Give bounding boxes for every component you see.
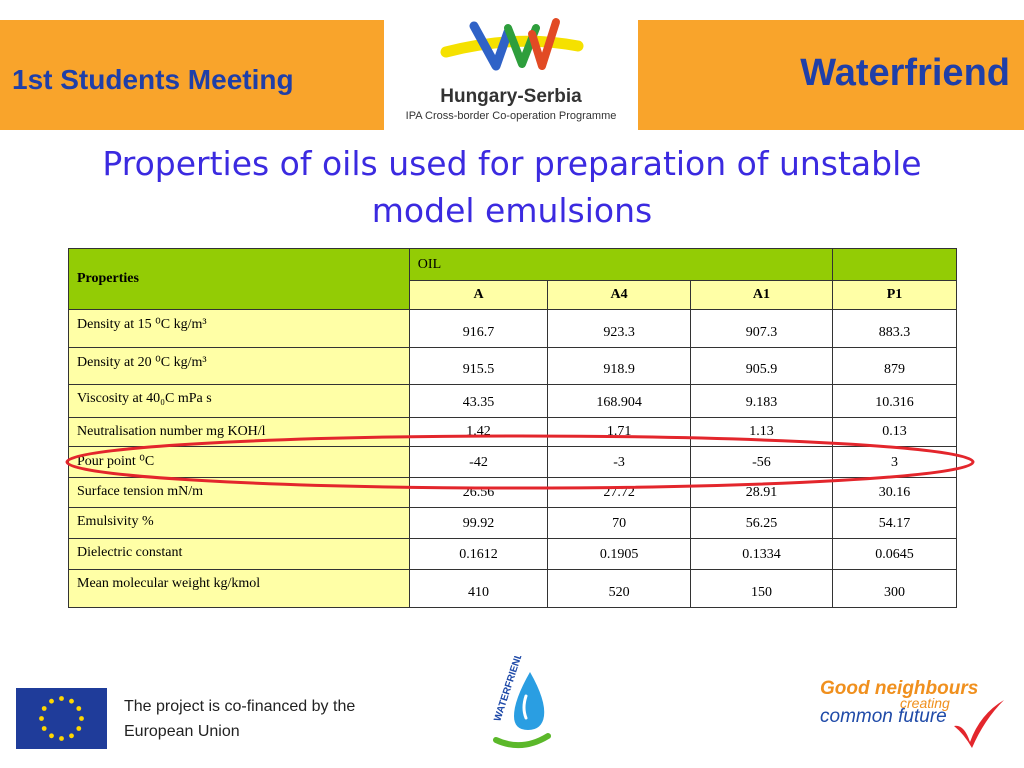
table-row: Density at 20 ⁰C kg/m³ 915.5 918.9 905.9 879 — [68, 347, 957, 385]
table-cell: 883.3 — [832, 309, 957, 348]
eu-star-icon — [59, 696, 64, 701]
properties-header: Properties — [68, 248, 410, 310]
column-header: A — [408, 280, 549, 310]
table-cell: 1.71 — [547, 417, 691, 447]
table-row: Dielectric constant 0.1612 0.1905 0.1334 0.0… — [68, 538, 957, 570]
good-neighbours-line-2: creating — [900, 695, 950, 711]
column-header: A1 — [689, 280, 834, 310]
eu-flag-icon — [16, 688, 107, 749]
table-cell: 26.56 — [408, 477, 549, 508]
table-cell: 300 — [832, 569, 957, 608]
oil-header-blank-cell — [832, 248, 957, 281]
table-cell: 27.72 — [547, 477, 691, 508]
table-cell: 56.25 — [689, 507, 834, 539]
eu-star-icon — [59, 736, 64, 741]
table-cell: 0.0645 — [832, 538, 957, 570]
eu-star-icon — [69, 698, 74, 704]
table-cell: -42 — [408, 446, 549, 478]
table-cell: 54.17 — [832, 507, 957, 539]
eu-star-icon — [69, 733, 74, 739]
row-label: Density at 15 ⁰C kg/m³ — [68, 309, 410, 348]
column-header: P1 — [832, 280, 957, 310]
programme-logo-subtitle: IPA Cross-border Co-operation Programme — [405, 110, 617, 122]
row-label: Density at 20 ⁰C kg/m³ — [68, 347, 410, 385]
table-cell: -3 — [547, 446, 691, 478]
oil-group-header: OIL — [408, 248, 834, 281]
table-row: Surface tension mN/m 26.56 27.72 28.91 30.16 — [68, 477, 957, 508]
eu-star-icon — [41, 706, 47, 711]
programme-logo: Hungary-Serbia IPA Cross-border Co-opera… — [386, 8, 636, 132]
eu-star-icon — [49, 733, 54, 739]
table-cell: 0.1905 — [547, 538, 691, 570]
table-cell: 150 — [689, 569, 834, 608]
eu-star-icon — [79, 716, 84, 721]
table-cell: 99.92 — [408, 507, 549, 539]
eu-star-icon — [41, 726, 47, 731]
eu-cofinance-line-1: The project is co-financed by the — [124, 698, 356, 715]
table-cell: 1.42 — [408, 417, 549, 447]
table-row: Neutralisation number mg KOH/l 1.42 1.71 1.… — [68, 417, 957, 447]
table-cell: 70 — [547, 507, 691, 539]
row-label: Emulsivity % — [68, 507, 410, 539]
table-cell: 28.91 — [689, 477, 834, 508]
row-label: Pour point ⁰C — [68, 446, 410, 478]
table-cell: 3 — [832, 446, 957, 478]
table-cell: 43.35 — [408, 384, 549, 418]
slide-title: Properties of oils used for preparation … — [102, 144, 922, 230]
header-right-title: Waterfriend — [800, 52, 1010, 94]
header-band-right — [638, 20, 1024, 130]
table-body: Properties OIL A A4 A1 P1 Density at 15 ⁰C … — [68, 248, 957, 608]
oil-properties-table: Properties OIL A A4 A1 P1 Density at 15 ⁰C … — [68, 248, 957, 608]
table-cell: 30.16 — [832, 477, 957, 508]
eu-star-icon — [76, 706, 82, 711]
row-label: Surface tension mN/m — [68, 477, 410, 508]
row-label: Mean molecular weight kg/kmol — [68, 569, 410, 608]
table-cell: 879 — [832, 347, 957, 385]
table-cell: 410 — [408, 569, 549, 608]
good-neighbours-line-1: Good neighbours — [820, 678, 979, 699]
table-row: Emulsivity % 99.92 70 56.25 54.17 — [68, 507, 957, 539]
table-cell: 168.904 — [547, 384, 691, 418]
row-label: Dielectric constant — [68, 538, 410, 570]
table-header-row-1: Properties OIL — [68, 248, 957, 310]
programme-logo-name: Hungary-Serbia — [440, 86, 582, 107]
table-cell: 918.9 — [547, 347, 691, 385]
table-cell: 916.7 — [408, 309, 549, 348]
table-header-row-2: A A4 A1 P1 — [69, 280, 957, 310]
eu-star-icon — [39, 716, 44, 721]
checkmark-icon — [954, 700, 1004, 748]
eu-cofinance-text: The project is co-financed by the Europe… — [124, 694, 355, 744]
table-cell: 905.9 — [689, 347, 834, 385]
header-band-left — [0, 20, 384, 130]
table-row: Density at 15 ⁰C kg/m³ 916.7 923.3 907.3 883… — [68, 309, 957, 348]
table-cell: 0.1612 — [408, 538, 549, 570]
table-cell: 0.1334 — [689, 538, 834, 570]
eu-cofinance-line-2: European Union — [124, 723, 240, 740]
row-label: Viscosity at 40₀C mPa s — [68, 384, 410, 418]
table-cell: 1.13 — [689, 417, 834, 447]
good-neighbours-line-3: common future — [820, 706, 947, 727]
table-cell: 915.5 — [408, 347, 549, 385]
programme-logo-icon — [440, 18, 584, 71]
table-cell: 0.13 — [832, 417, 957, 447]
table-cell: -56 — [689, 446, 834, 478]
table-cell: 9.183 — [689, 384, 834, 418]
waterfriend-logo-icon: WATERFRIEND — [492, 656, 551, 749]
table-cell: 923.3 — [547, 309, 691, 348]
header-left-title: 1st Students Meeting — [12, 64, 294, 95]
column-header: A4 — [547, 280, 691, 310]
row-label: Neutralisation number mg KOH/l — [68, 417, 410, 447]
table-row: Pour point ⁰C -42 -3 -56 3 — [68, 446, 957, 478]
table-cell: 520 — [547, 569, 691, 608]
eu-star-icon — [49, 698, 54, 704]
table-cell: 907.3 — [689, 309, 834, 348]
eu-star-icon — [76, 726, 82, 731]
table-row: Mean molecular weight kg/kmol 410 520 150 30… — [68, 569, 957, 608]
table-row: Viscosity at 40₀C mPa s 43.35 168.904 9.183… — [68, 384, 957, 418]
table-cell: 10.316 — [832, 384, 957, 418]
